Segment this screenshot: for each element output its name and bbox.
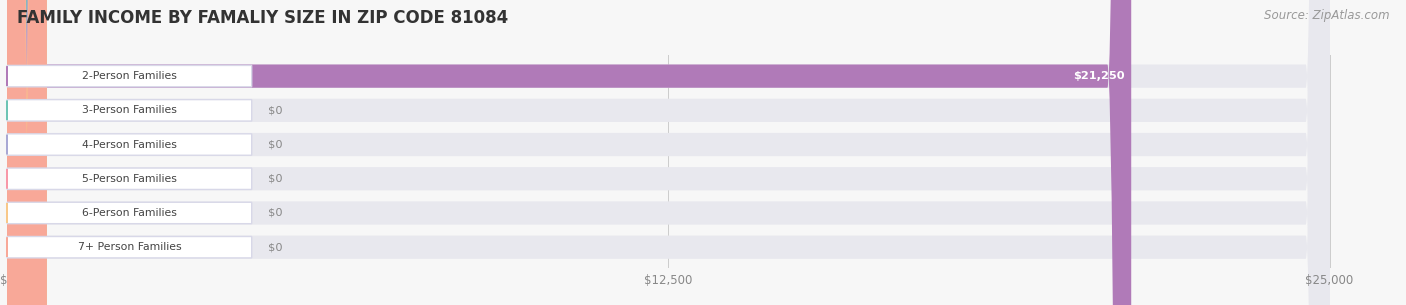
- FancyBboxPatch shape: [7, 202, 252, 224]
- FancyBboxPatch shape: [7, 0, 1330, 305]
- FancyBboxPatch shape: [7, 0, 1330, 305]
- Text: FAMILY INCOME BY FAMALIY SIZE IN ZIP CODE 81084: FAMILY INCOME BY FAMALIY SIZE IN ZIP COD…: [17, 9, 508, 27]
- FancyBboxPatch shape: [7, 236, 252, 258]
- Text: 5-Person Families: 5-Person Families: [82, 174, 177, 184]
- FancyBboxPatch shape: [7, 100, 252, 121]
- Text: 6-Person Families: 6-Person Families: [82, 208, 177, 218]
- FancyBboxPatch shape: [7, 168, 252, 189]
- Text: $0: $0: [267, 208, 283, 218]
- Text: $0: $0: [267, 105, 283, 115]
- FancyBboxPatch shape: [7, 0, 46, 305]
- FancyBboxPatch shape: [7, 0, 46, 305]
- FancyBboxPatch shape: [7, 0, 1330, 305]
- FancyBboxPatch shape: [7, 0, 46, 305]
- FancyBboxPatch shape: [7, 0, 1330, 305]
- Text: 3-Person Families: 3-Person Families: [82, 105, 177, 115]
- FancyBboxPatch shape: [7, 65, 252, 87]
- Text: 4-Person Families: 4-Person Families: [82, 140, 177, 149]
- FancyBboxPatch shape: [7, 0, 46, 305]
- Text: 2-Person Families: 2-Person Families: [82, 71, 177, 81]
- Text: $0: $0: [267, 242, 283, 252]
- FancyBboxPatch shape: [7, 0, 1330, 305]
- Text: $0: $0: [267, 140, 283, 149]
- FancyBboxPatch shape: [7, 0, 46, 305]
- Text: 7+ Person Families: 7+ Person Families: [77, 242, 181, 252]
- Text: Source: ZipAtlas.com: Source: ZipAtlas.com: [1264, 9, 1389, 22]
- FancyBboxPatch shape: [7, 134, 252, 155]
- FancyBboxPatch shape: [7, 0, 1132, 305]
- Text: $21,250: $21,250: [1073, 71, 1125, 81]
- FancyBboxPatch shape: [7, 0, 1330, 305]
- Text: $0: $0: [267, 174, 283, 184]
